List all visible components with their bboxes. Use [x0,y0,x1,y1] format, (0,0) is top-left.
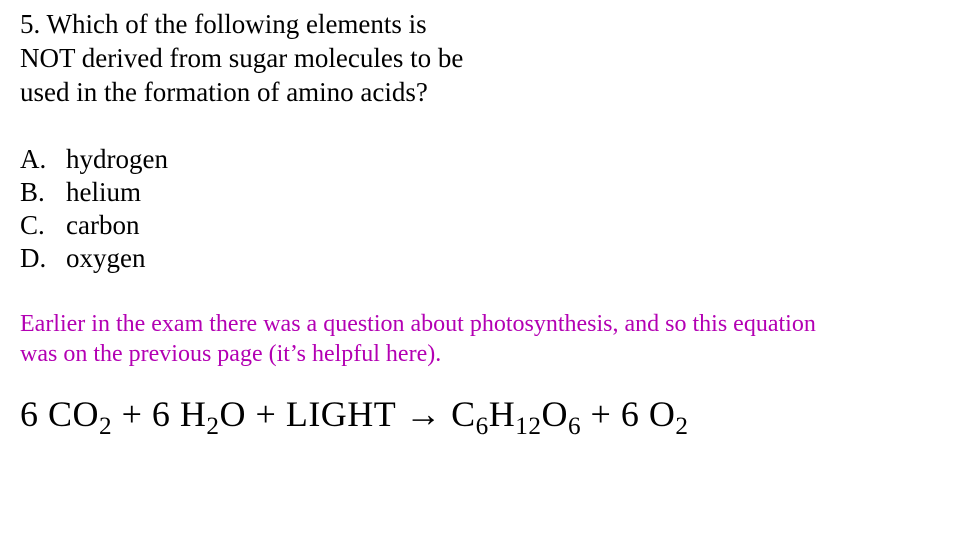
option-text: carbon [66,209,139,242]
option-a: A. hydrogen [20,143,940,176]
question-stem: 5. Which of the following elements is NO… [20,8,580,109]
option-text: helium [66,176,141,209]
note-line-1: Earlier in the exam there was a question… [20,309,940,339]
option-letter: D. [20,242,66,275]
options-list: A. hydrogen B. helium C. carbon D. oxyge… [20,143,940,275]
option-b: B. helium [20,176,940,209]
option-text: hydrogen [66,143,168,176]
question-line-1: 5. Which of the following elements is [20,8,580,42]
note-line-2: was on the previous page (it’s helpful h… [20,339,940,369]
page: 5. Which of the following elements is NO… [0,0,960,436]
hint-note: Earlier in the exam there was a question… [20,309,940,369]
photosynthesis-equation: 6 CO2 + 6 H2O + LIGHT → C6H12O6 + 6 O2 [20,393,940,436]
option-letter: C. [20,209,66,242]
option-letter: B. [20,176,66,209]
question-line-2: NOT derived from sugar molecules to be [20,42,580,76]
option-letter: A. [20,143,66,176]
option-c: C. carbon [20,209,940,242]
question-line-3: used in the formation of amino acids? [20,76,580,110]
option-d: D. oxygen [20,242,940,275]
option-text: oxygen [66,242,145,275]
